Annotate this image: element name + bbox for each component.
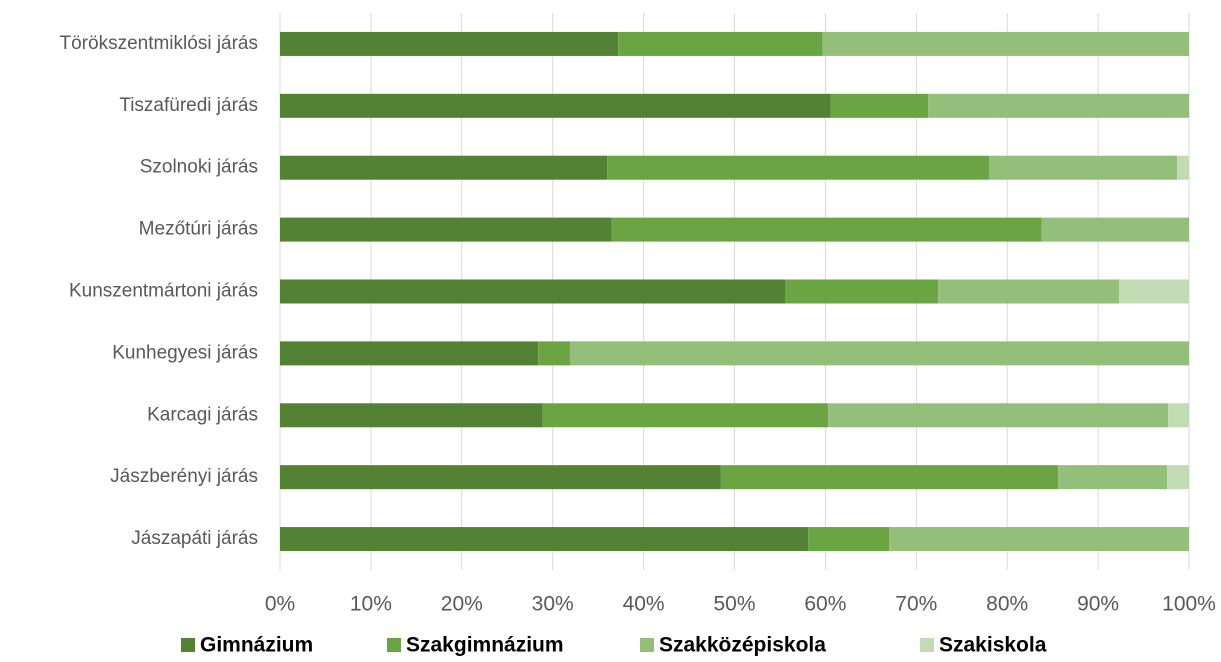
legend-label: Szakközépiskola xyxy=(659,634,826,657)
x-tick-label: 0% xyxy=(265,593,295,616)
bar-segment xyxy=(280,465,721,490)
bar-segment xyxy=(989,155,1178,180)
bar-segment xyxy=(280,341,539,366)
bar-segment xyxy=(938,279,1120,304)
x-tick-label: 50% xyxy=(713,593,755,616)
bar-segment xyxy=(280,155,608,180)
legend-label: Szakgimnázium xyxy=(406,634,564,657)
x-tick-label: 60% xyxy=(804,593,846,616)
bar-segment xyxy=(928,93,1189,118)
x-tick-label: 80% xyxy=(986,593,1028,616)
bar-segment xyxy=(618,31,823,56)
bar-segment xyxy=(1177,155,1189,180)
y-tick-label: Tiszafüredi járás xyxy=(119,95,258,116)
y-tick-label: Karcagi járás xyxy=(147,404,258,425)
y-tick-label: Törökszentmiklósi járás xyxy=(60,33,259,54)
bar-segment xyxy=(280,217,612,242)
legend-swatch xyxy=(387,638,401,652)
y-tick-label: Szolnoki járás xyxy=(140,157,258,178)
legend-label: Szakiskola xyxy=(939,634,1047,657)
bar-segment xyxy=(808,527,890,552)
legend-label: Gimnázium xyxy=(200,634,313,657)
bar-segment xyxy=(280,279,786,304)
bar-segment xyxy=(542,403,829,428)
x-tick-label: 30% xyxy=(532,593,574,616)
bar-segment xyxy=(280,93,831,118)
bar-segment xyxy=(611,217,1042,242)
bar-segment xyxy=(607,155,990,180)
bar-segment xyxy=(785,279,939,304)
y-tick-label: Kunszentmártoni járás xyxy=(69,281,258,302)
y-tick-label: Jászapáti járás xyxy=(131,528,258,549)
y-tick-label: Kunhegyesi járás xyxy=(112,342,258,363)
bar-segment xyxy=(889,527,1189,552)
bar-segment xyxy=(1119,279,1189,304)
bar-segment xyxy=(1058,465,1168,490)
bar-segment xyxy=(1168,403,1189,428)
bar-segment xyxy=(280,31,619,56)
legend-swatch xyxy=(640,638,654,652)
bar-segment xyxy=(280,403,543,428)
bar-segment xyxy=(569,341,1189,366)
x-tick-label: 40% xyxy=(623,593,665,616)
bar-segment xyxy=(830,93,929,118)
y-tick-label: Mezőtúri járás xyxy=(139,219,258,240)
bar-segment xyxy=(1167,465,1189,490)
bar-segment xyxy=(720,465,1059,490)
bar-segment xyxy=(828,403,1169,428)
bar-segment xyxy=(280,527,809,552)
bar-segment xyxy=(1041,217,1189,242)
x-tick-label: 100% xyxy=(1162,593,1216,616)
bar-segment xyxy=(538,341,570,366)
legend-swatch xyxy=(181,638,195,652)
x-tick-label: 20% xyxy=(441,593,483,616)
x-tick-label: 70% xyxy=(895,593,937,616)
legend-swatch xyxy=(920,638,934,652)
bar-segment xyxy=(822,31,1189,56)
y-tick-label: Jászberényi járás xyxy=(110,466,258,487)
x-tick-label: 10% xyxy=(350,593,392,616)
x-tick-label: 90% xyxy=(1077,593,1119,616)
